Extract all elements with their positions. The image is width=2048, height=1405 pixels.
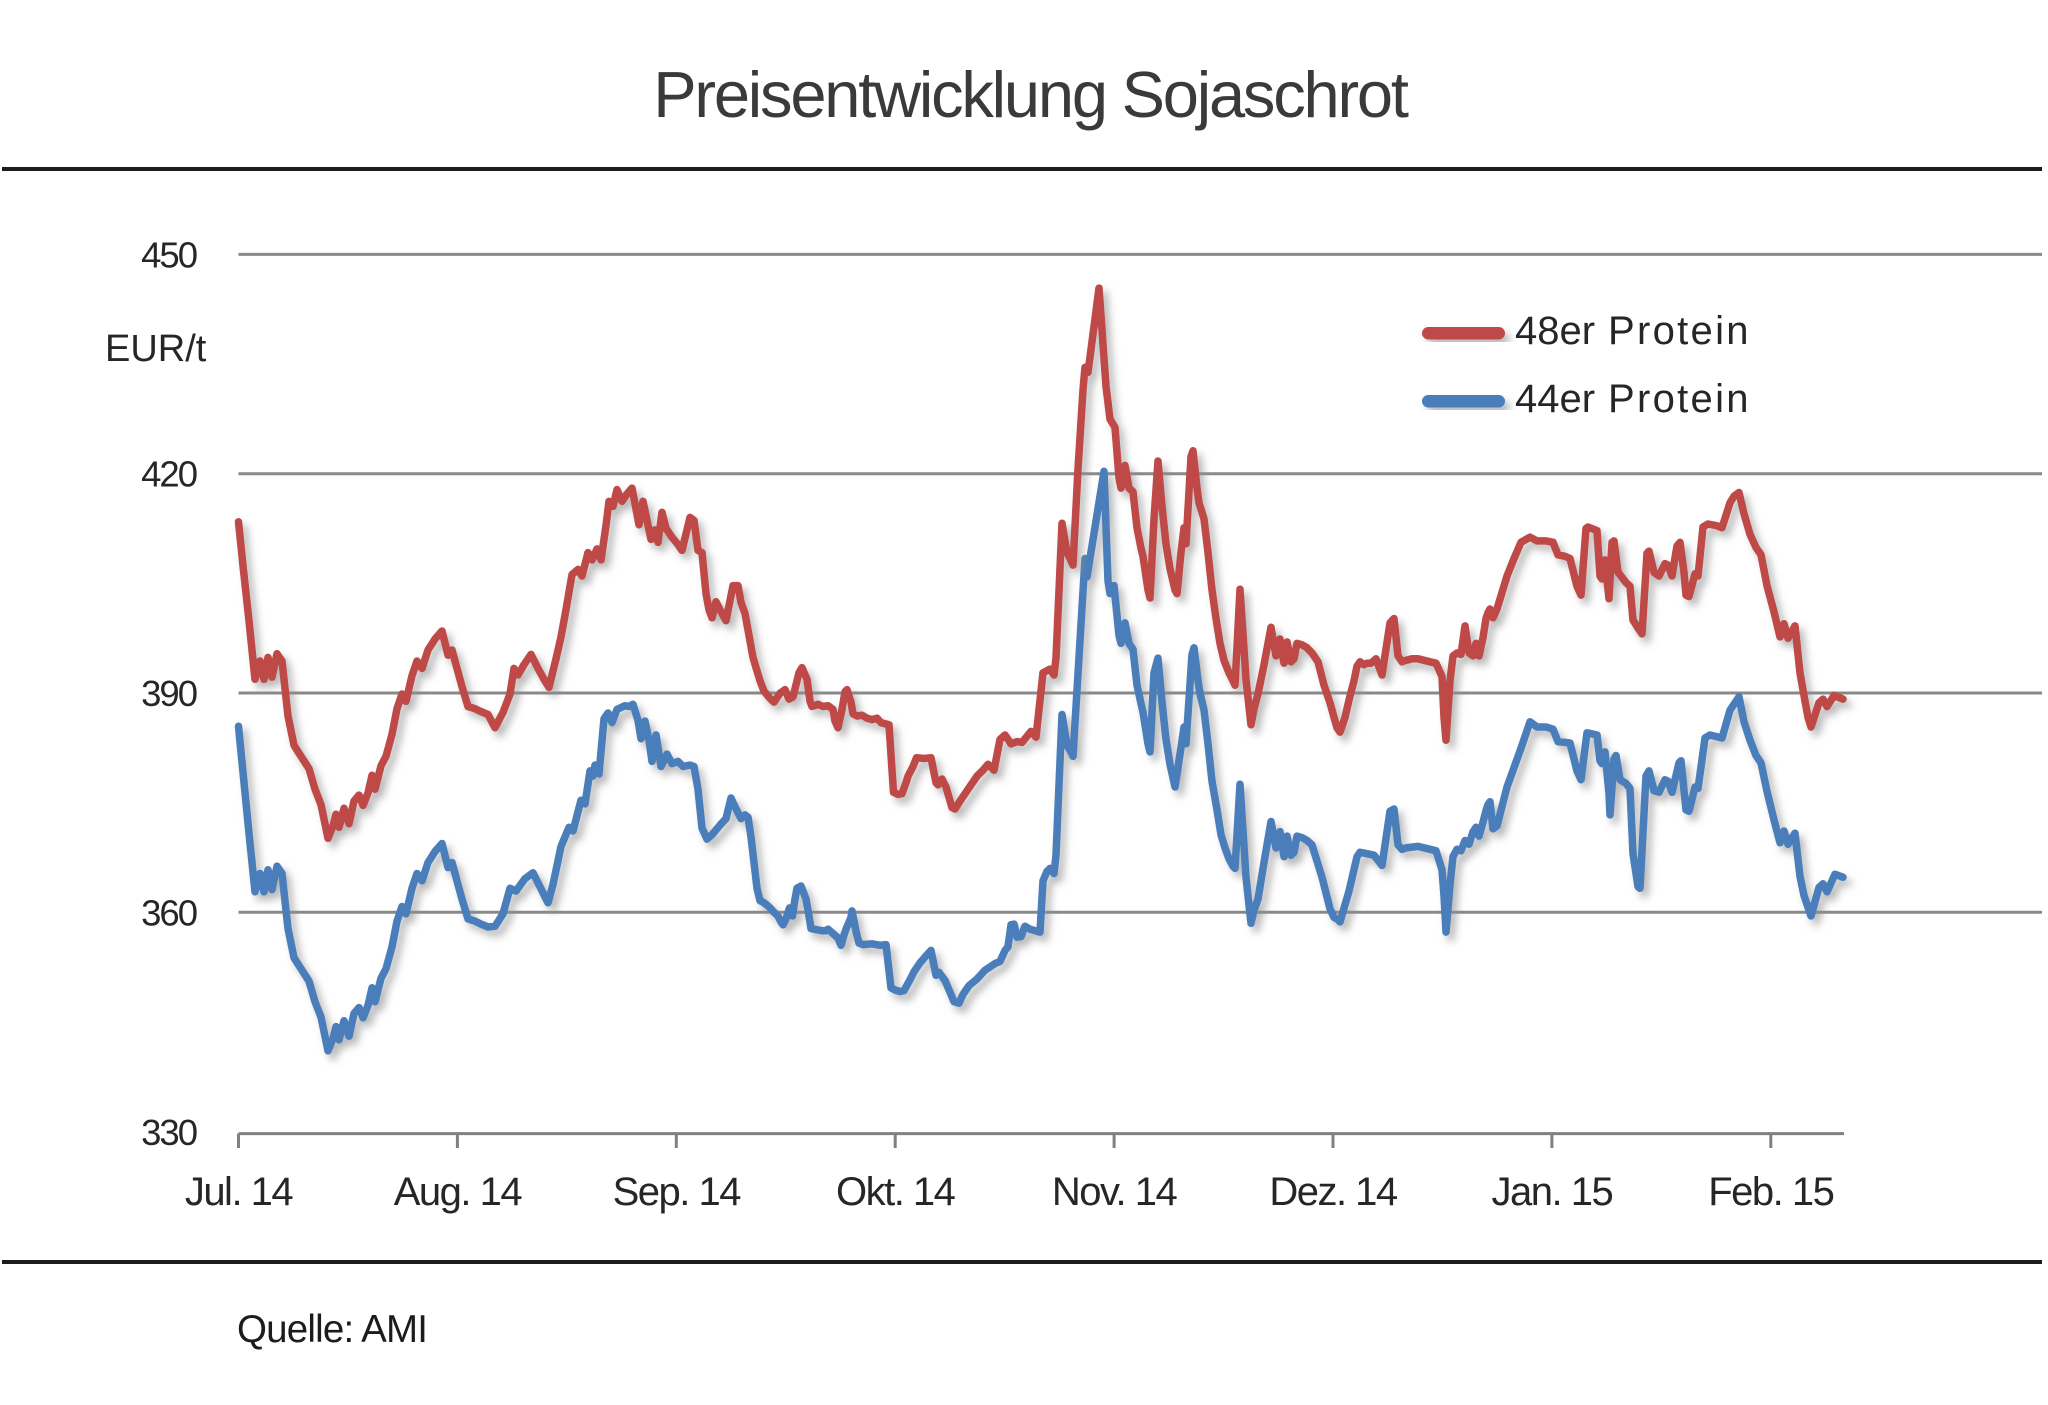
svg-text:Sep. 14: Sep. 14: [613, 1170, 742, 1214]
svg-text:Jan. 15: Jan. 15: [1492, 1170, 1613, 1214]
svg-text:Dez. 14: Dez. 14: [1269, 1170, 1398, 1214]
svg-text:Nov. 14: Nov. 14: [1052, 1170, 1178, 1214]
svg-text:Protein: Protein: [1608, 377, 1751, 421]
svg-text:Protein: Protein: [1608, 309, 1751, 353]
svg-text:360: 360: [141, 892, 197, 933]
svg-text:Jul. 14: Jul. 14: [185, 1170, 294, 1214]
svg-text:Aug. 14: Aug. 14: [394, 1170, 523, 1214]
svg-text:450: 450: [141, 234, 197, 275]
svg-text:390: 390: [141, 673, 197, 714]
svg-text:Quelle: AMI: Quelle: AMI: [237, 1308, 427, 1351]
svg-text:Okt. 14: Okt. 14: [836, 1170, 956, 1214]
svg-text:Feb. 15: Feb. 15: [1708, 1170, 1833, 1214]
svg-text:44er: 44er: [1515, 377, 1595, 421]
svg-text:Preisentwicklung Sojaschrot: Preisentwicklung Sojaschrot: [653, 58, 1409, 131]
svg-text:48er: 48er: [1515, 309, 1595, 353]
svg-text:420: 420: [141, 454, 197, 495]
svg-text:330: 330: [141, 1112, 197, 1153]
svg-text:EUR/t: EUR/t: [105, 328, 207, 370]
